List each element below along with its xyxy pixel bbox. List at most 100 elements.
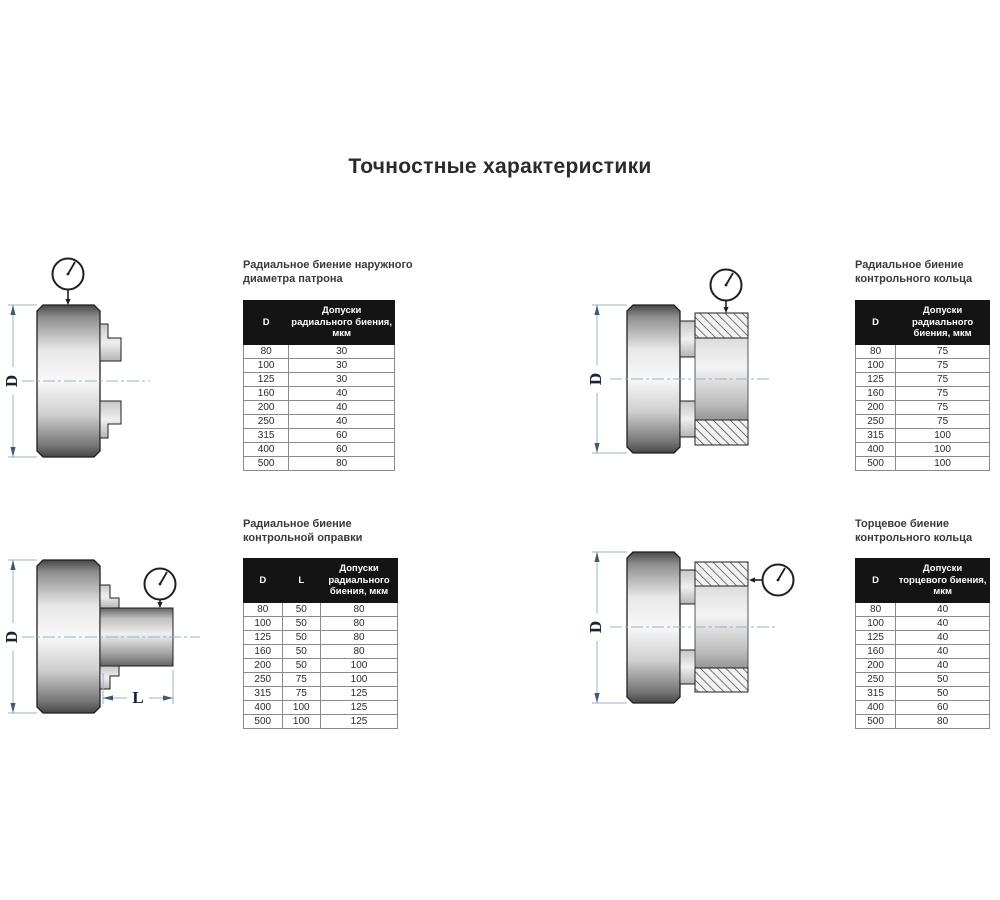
- table-cell: 200: [854, 399, 897, 415]
- control-ring: [694, 561, 749, 693]
- table-cell: 80: [320, 643, 398, 659]
- section-label-ring-face: Торцевое биение контрольного кольца: [855, 518, 973, 544]
- table-header-cell: D: [243, 558, 283, 603]
- table-cell: 100: [281, 713, 321, 729]
- table-cell: 50: [281, 629, 321, 645]
- table-row: 500 80: [854, 713, 990, 729]
- table-cell: 50: [281, 615, 321, 631]
- table-cell: 250: [854, 671, 897, 687]
- table-cell: 80: [242, 343, 290, 359]
- table-row: 315 60: [242, 427, 395, 443]
- table-row: 500 100: [854, 455, 990, 471]
- table-row: 100 75: [854, 357, 990, 373]
- table-header-cell: Допуски радиального биения, мкм: [895, 300, 990, 345]
- table-cell: 315: [243, 685, 283, 701]
- chuck-jaw-bottom: [99, 665, 120, 690]
- table-cell: 80: [854, 343, 897, 359]
- section-label-mandrel-radial: Радиальное биение контрольной оправки: [243, 518, 363, 544]
- table-row: 80 75: [854, 343, 990, 359]
- table-cell: 125: [243, 629, 283, 645]
- table-row: 315 75 125: [243, 685, 398, 701]
- table-header-cell: Допуски радиального биения, мкм: [320, 558, 398, 603]
- table-cell: 60: [288, 427, 395, 443]
- drawing-mandrel-runout: D L: [2, 559, 200, 714]
- table-cell: 75: [895, 343, 990, 359]
- dial-indicator-icon: [51, 257, 85, 305]
- table-cell: 30: [288, 371, 395, 387]
- table-row: 315 50: [854, 685, 990, 701]
- dim-label-d: D: [2, 375, 21, 387]
- dimension-d: D: [2, 559, 37, 714]
- table-cell: 100: [895, 427, 990, 443]
- table-cell: 400: [854, 699, 897, 715]
- table-row: 250 75 100: [243, 671, 398, 687]
- table-cell: 60: [895, 699, 990, 715]
- table-cell: 75: [895, 385, 990, 401]
- table-cell: 50: [281, 643, 321, 659]
- dimension-l: L: [102, 670, 174, 708]
- table-cell: 100: [243, 615, 283, 631]
- table-cell: 315: [854, 427, 897, 443]
- dimension-d: D: [586, 304, 627, 454]
- table-cell: 100: [320, 657, 398, 673]
- drawing-ring-face-runout: D: [586, 551, 795, 704]
- dim-label-d: D: [586, 621, 605, 633]
- table-row: 160 50 80: [243, 643, 398, 659]
- table-cell: 60: [288, 441, 395, 457]
- table-row: 160 40: [242, 385, 395, 401]
- table-cell: 40: [895, 643, 990, 659]
- table-row: 125 40: [854, 629, 990, 645]
- table-cell: 200: [242, 399, 290, 415]
- table-cell: 40: [288, 413, 395, 429]
- table-cell: 80: [320, 615, 398, 631]
- table-cell: 100: [242, 357, 290, 373]
- table-cell: 50: [281, 657, 321, 673]
- table-cell: 125: [320, 713, 398, 729]
- chuck-jaw-top: [99, 323, 122, 362]
- drawing-ring-radial-runout: D: [586, 268, 770, 454]
- table-cell: 80: [243, 601, 283, 617]
- table-cell: 125: [320, 685, 398, 701]
- table-row: 400 100 125: [243, 699, 398, 715]
- table-cell: 500: [854, 455, 897, 471]
- table-row: 80 30: [242, 343, 395, 359]
- dim-label-d: D: [586, 373, 605, 385]
- dial-indicator-icon: [143, 567, 177, 608]
- table-header-cell: D: [854, 300, 897, 345]
- dimension-d: D: [586, 551, 627, 704]
- table-row: 200 40: [854, 657, 990, 673]
- table-cell: 40: [895, 601, 990, 617]
- table-row: 125 50 80: [243, 629, 398, 645]
- table-header-cell: D: [242, 300, 290, 345]
- table-cell: 400: [854, 441, 897, 457]
- table-cell: 75: [895, 371, 990, 387]
- section-label-chuck-od: Радиальное биение наружного диаметра пат…: [243, 259, 413, 285]
- table-cell: 40: [895, 657, 990, 673]
- table-cell: 100: [854, 357, 897, 373]
- table-row: 125 30: [242, 371, 395, 387]
- table-cell: 200: [854, 657, 897, 673]
- page-title: Точностные характеристики: [348, 155, 652, 178]
- table-row: 500 80: [242, 455, 395, 471]
- table-row: 315 100: [854, 427, 990, 443]
- table-row: 200 50 100: [243, 657, 398, 673]
- table-cell: 500: [243, 713, 283, 729]
- table-row: 200 40: [242, 399, 395, 415]
- chuck-jaw-top: [99, 584, 120, 609]
- table-cell: 50: [895, 671, 990, 687]
- table-cell: 75: [895, 399, 990, 415]
- table-cell: 80: [854, 601, 897, 617]
- table-row: 200 75: [854, 399, 990, 415]
- table-row: 100 30: [242, 357, 395, 373]
- table-cell: 40: [288, 399, 395, 415]
- section-label-ring-radial: Радиальное биение контрольного кольца: [855, 259, 973, 285]
- table-cell: 315: [242, 427, 290, 443]
- table-row: 80 50 80: [243, 601, 398, 617]
- table-cell: 160: [854, 385, 897, 401]
- table-cell: 400: [242, 441, 290, 457]
- table-header-cell: D: [854, 558, 897, 603]
- table-cell: 400: [243, 699, 283, 715]
- table-cell: 100: [854, 615, 897, 631]
- table-cell: 250: [242, 413, 290, 429]
